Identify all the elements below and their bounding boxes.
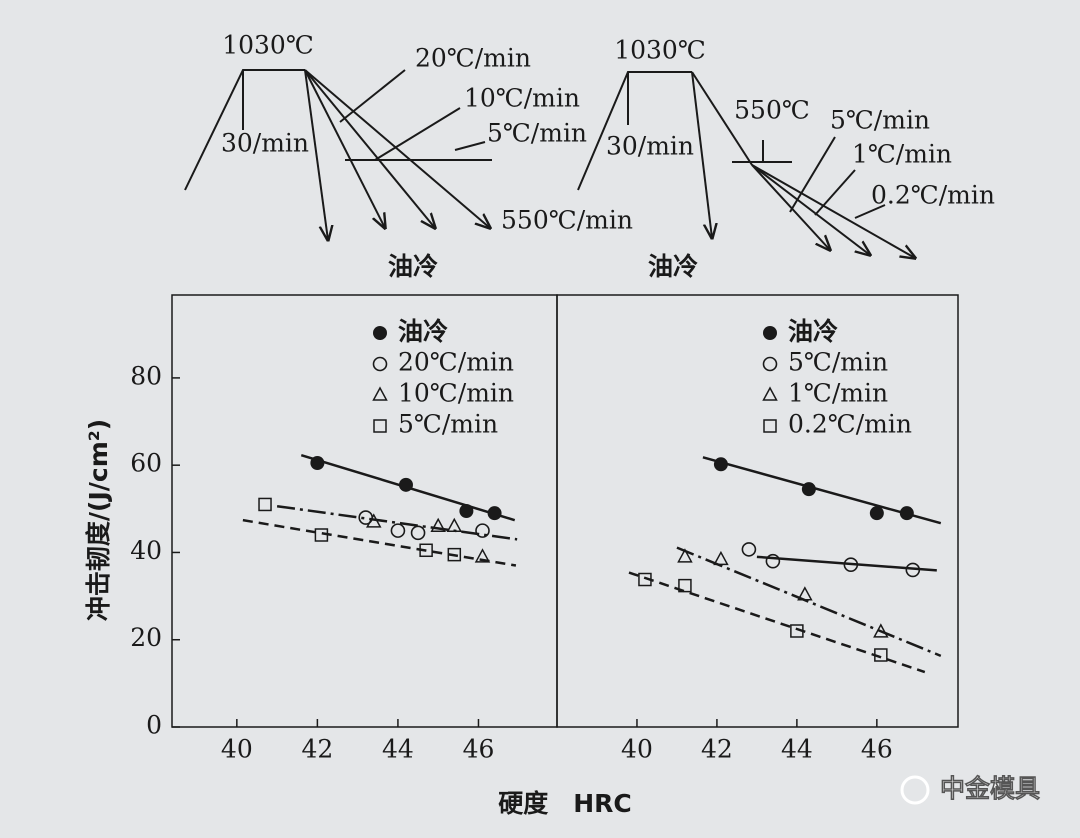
point <box>713 550 729 566</box>
legend-label: 0.2℃/min <box>788 410 912 439</box>
legend-label: 5℃/min <box>788 348 888 377</box>
point <box>801 482 816 497</box>
point <box>869 506 884 521</box>
legend-marker <box>372 386 388 401</box>
diagram-rate: 20℃/min <box>415 44 531 73</box>
point <box>459 504 474 518</box>
point <box>410 525 426 541</box>
legend-label: 5℃/min <box>398 410 498 439</box>
legend-label: 油冷 <box>398 317 448 346</box>
legend-label: 油冷 <box>788 317 838 346</box>
x-tick-label: 40 <box>621 735 653 764</box>
diagram-right <box>577 71 915 258</box>
legend-marker <box>372 356 388 372</box>
point <box>398 477 413 492</box>
plot-frame <box>556 294 959 728</box>
y-tick-label: 20 <box>130 623 162 652</box>
point <box>447 547 462 562</box>
point <box>905 562 921 578</box>
diagram-hold: 30/min <box>606 132 694 161</box>
point <box>638 572 652 587</box>
diagram-quench: 油冷 <box>388 252 438 281</box>
x-axis-label: 硬度 HRC <box>498 789 632 818</box>
diagram-peak: 1030℃ <box>614 36 706 65</box>
x-tick-label: 40 <box>221 735 253 764</box>
diagram-quench: 油冷 <box>648 252 698 281</box>
diagram-rate: 1℃/min <box>852 140 952 169</box>
watermark: 中金模具 <box>940 774 1040 803</box>
point <box>487 506 502 521</box>
diagram-peak: 1030℃ <box>222 31 314 60</box>
x-tick-label: 42 <box>301 735 333 764</box>
trend-line <box>242 518 517 567</box>
legend-marker <box>763 419 777 433</box>
y-tick-label: 60 <box>130 449 162 478</box>
point <box>678 578 692 593</box>
point <box>843 557 859 572</box>
legend-marker <box>763 326 777 340</box>
point <box>419 543 433 558</box>
point <box>677 548 693 563</box>
diagram-rate: 5℃/min <box>487 119 587 148</box>
y-tick-label: 40 <box>130 536 162 565</box>
x-tick-label: 46 <box>463 735 495 764</box>
point <box>790 624 804 638</box>
diagram-left <box>184 69 492 240</box>
point <box>258 497 272 512</box>
legend-label: 20℃/min <box>398 348 514 377</box>
y-tick-label: 0 <box>146 711 162 740</box>
diagram-rate: 550℃/min <box>501 206 633 235</box>
legend-marker <box>373 419 387 433</box>
diagram-step: 550℃ <box>734 96 810 125</box>
point <box>446 517 463 533</box>
x-tick-label: 44 <box>781 735 813 764</box>
point <box>390 523 406 538</box>
x-tick-label: 44 <box>382 735 414 764</box>
point <box>873 623 889 638</box>
diagram-rate: 0.2℃/min <box>871 181 995 210</box>
point <box>765 553 781 569</box>
legend-marker <box>373 326 387 340</box>
trend-line <box>676 546 942 658</box>
point <box>430 517 446 533</box>
legend-label: 1℃/min <box>788 379 888 408</box>
point <box>899 506 914 521</box>
y-axis-label: 冲击韧度/(J/cm²) <box>84 419 113 621</box>
diagram-rate: 5℃/min <box>830 106 930 135</box>
point <box>310 456 325 470</box>
y-tick-label: 80 <box>130 361 162 390</box>
point <box>713 457 728 472</box>
point <box>475 523 490 538</box>
watermark-icon <box>900 775 930 805</box>
point <box>741 542 757 557</box>
x-tick-label: 42 <box>701 735 733 764</box>
diagram-rate: 10℃/min <box>464 84 580 113</box>
point <box>797 586 813 601</box>
point <box>874 648 888 662</box>
diagram-hold: 30/min <box>221 129 309 158</box>
point <box>314 528 329 542</box>
legend-marker <box>762 356 778 372</box>
point <box>366 513 382 528</box>
legend-label: 10℃/min <box>398 379 514 408</box>
point <box>474 548 491 563</box>
legend-marker <box>762 386 778 401</box>
x-tick-label: 46 <box>861 735 893 764</box>
